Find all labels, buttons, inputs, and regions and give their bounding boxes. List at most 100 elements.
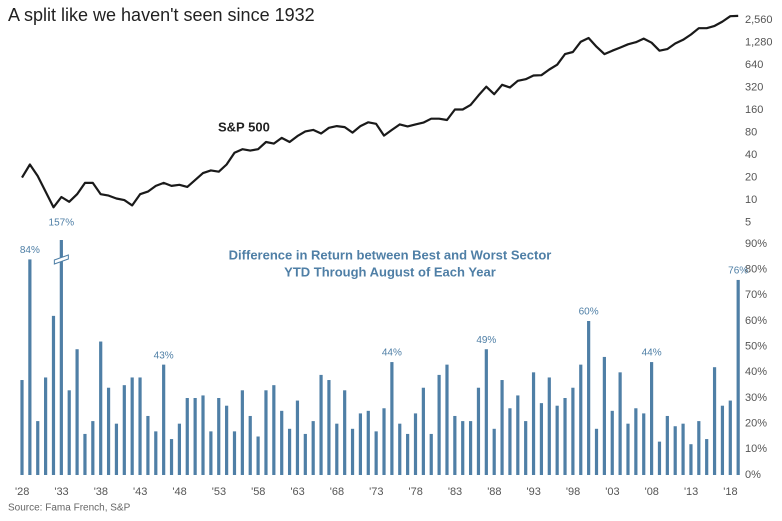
y-tick-label: 90%	[745, 238, 767, 250]
y-tick-label: 30%	[745, 392, 767, 404]
bar	[185, 398, 189, 475]
bar	[20, 380, 24, 475]
axis-break	[53, 254, 69, 265]
bar	[642, 413, 646, 475]
bar	[248, 415, 252, 475]
bar	[437, 374, 441, 475]
bar	[264, 390, 268, 475]
bar	[618, 372, 622, 475]
bar	[36, 421, 40, 475]
x-tick-label: '58	[251, 486, 265, 498]
bar	[453, 415, 457, 475]
bar-annotation: YTD Through August of Each Year	[284, 264, 496, 279]
bar	[366, 410, 370, 475]
bar-annotation: Difference in Return between Best and Wo…	[229, 247, 552, 262]
y-tick-label: 20	[745, 172, 757, 184]
bar	[524, 421, 528, 475]
bar	[217, 398, 221, 475]
bar	[461, 421, 465, 475]
bar	[508, 408, 512, 475]
bar	[516, 395, 520, 475]
source: Source: Fama French, S&P	[8, 503, 131, 514]
x-tick-label: '68	[330, 486, 344, 498]
bar	[225, 405, 229, 475]
bar	[162, 364, 166, 475]
value-label: 60%	[579, 307, 599, 318]
x-tick-label: '93	[527, 486, 541, 498]
bar	[240, 390, 244, 475]
bar	[59, 240, 63, 476]
bar	[114, 423, 119, 475]
bar	[657, 441, 662, 475]
bar	[531, 372, 536, 475]
bar	[327, 380, 331, 475]
y-tick-label: 20%	[745, 418, 767, 430]
bar	[689, 444, 693, 475]
bar	[350, 428, 355, 475]
bar	[280, 410, 284, 475]
y-tick-label: 80	[745, 127, 757, 139]
value-label: 44%	[642, 348, 662, 359]
bar	[634, 408, 638, 475]
y-tick-label: 60%	[745, 315, 767, 327]
bar	[343, 390, 347, 475]
bar	[91, 421, 95, 475]
bar	[728, 400, 732, 475]
bar	[295, 400, 300, 475]
bar	[303, 433, 307, 475]
x-tick-label: '33	[54, 486, 68, 498]
bar	[154, 431, 158, 475]
bar	[106, 387, 111, 475]
bar	[697, 421, 701, 475]
bar	[468, 421, 473, 475]
y-tick-label: 80%	[745, 264, 767, 276]
bar	[492, 428, 496, 475]
value-label: 84%	[20, 245, 40, 256]
bar	[476, 387, 481, 475]
bar	[44, 377, 48, 475]
y-tick-label: 50%	[745, 341, 767, 353]
bar	[665, 415, 669, 475]
value-label: 49%	[476, 335, 496, 346]
value-label: 76%	[728, 266, 748, 277]
bar	[705, 439, 709, 475]
bar	[650, 362, 654, 475]
bar	[130, 377, 134, 475]
bar	[51, 315, 56, 475]
value-label: 43%	[154, 350, 174, 361]
bar	[681, 423, 685, 475]
bar	[736, 279, 740, 475]
bar	[287, 428, 292, 475]
x-tick-label: '13	[684, 486, 698, 498]
bar	[193, 398, 197, 475]
bar	[209, 431, 213, 475]
x-tick-label: '08	[645, 486, 659, 498]
y-tick-label: 320	[745, 82, 763, 94]
bar	[272, 385, 276, 475]
sp500-line	[21, 14, 739, 209]
x-tick-label: '78	[409, 486, 423, 498]
bars	[20, 240, 740, 476]
bar	[555, 405, 559, 475]
x-tick-label: '38	[94, 486, 108, 498]
bar	[67, 390, 71, 475]
x-tick-label: '73	[369, 486, 383, 498]
x-tick-label: '18	[723, 486, 737, 498]
bar	[28, 259, 32, 475]
bar	[673, 426, 677, 475]
bar	[335, 423, 339, 475]
x-tick-label: '83	[448, 486, 462, 498]
x-tick-label: '63	[290, 486, 304, 498]
value-label: 157%	[49, 218, 75, 229]
bar	[579, 364, 583, 475]
bar	[587, 321, 591, 475]
bar	[256, 436, 260, 475]
bar	[374, 431, 378, 475]
bar	[571, 387, 575, 475]
y-tick-label: 40%	[745, 366, 767, 378]
bar	[484, 349, 488, 475]
value-label: 44%	[382, 348, 402, 359]
y-tick-label: 640	[745, 59, 763, 71]
bar	[232, 431, 237, 475]
bar	[445, 364, 449, 475]
